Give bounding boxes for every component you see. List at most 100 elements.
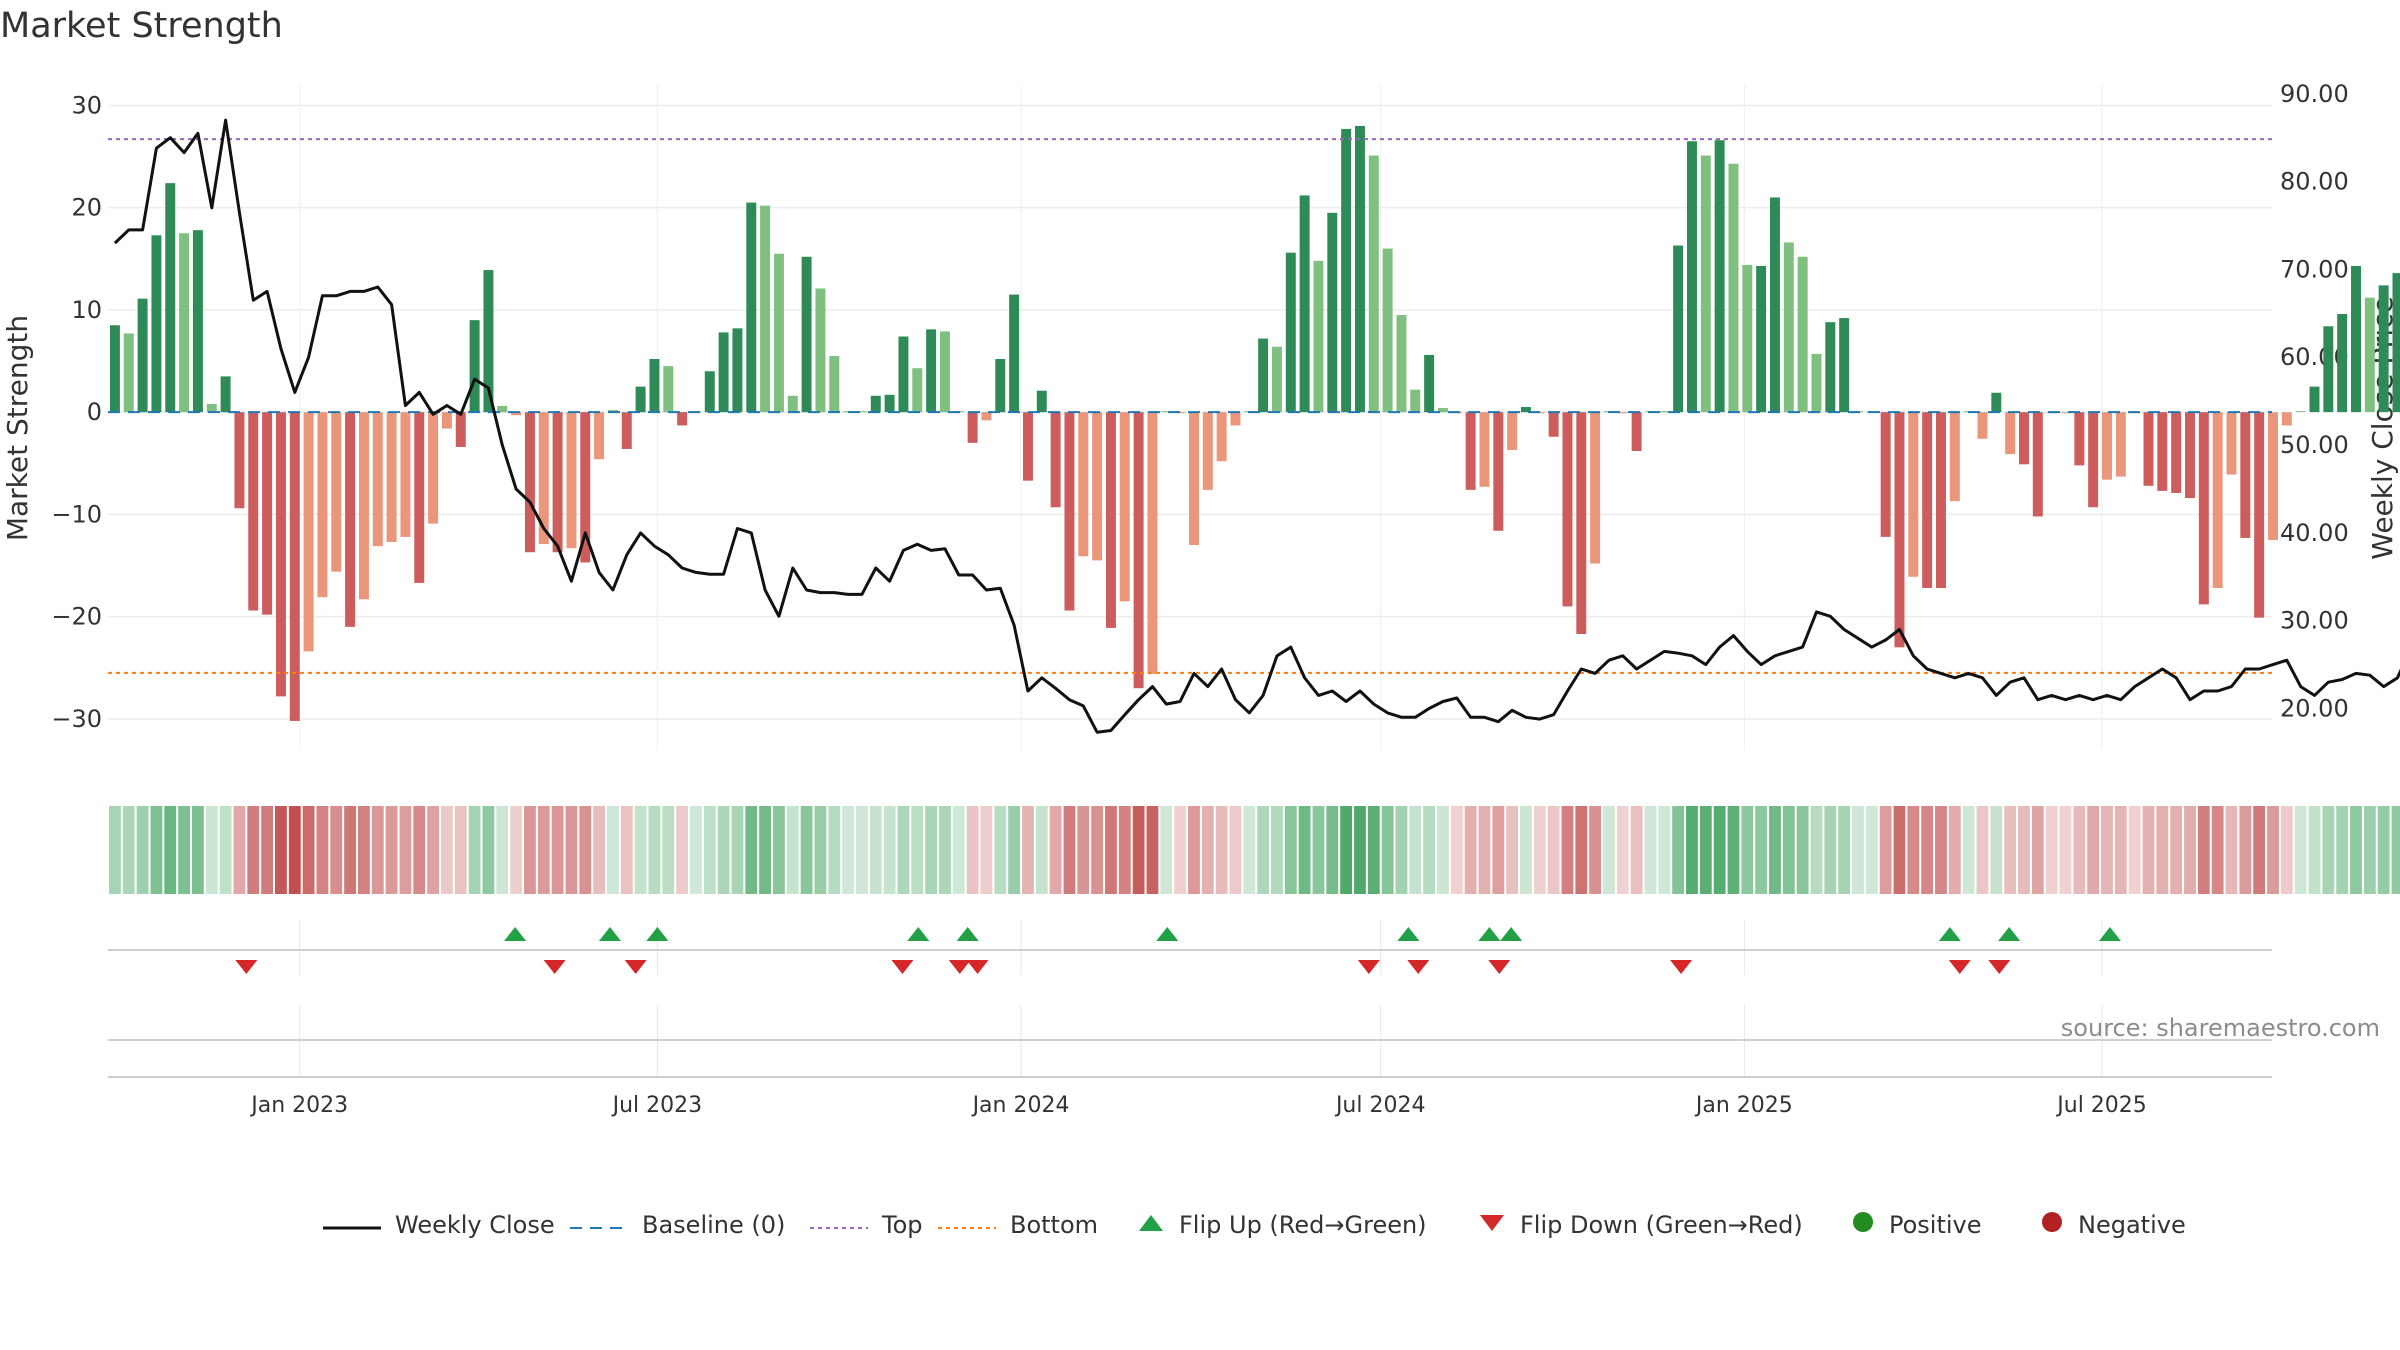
strength-bar: [275, 412, 286, 697]
strength-bar: [884, 394, 895, 413]
strength-bar: [2364, 297, 2375, 413]
strength-bar: [428, 412, 439, 524]
heat-strip-cell: [275, 806, 287, 894]
red-circle-icon: [2040, 1210, 2064, 1240]
heat-strip-cell: [1132, 806, 1145, 894]
heat-strip-cell: [1243, 806, 1256, 894]
heat-strip-cell: [1298, 806, 1311, 894]
heat-strip-cell: [620, 806, 633, 894]
heat-strip-cell: [952, 806, 965, 894]
flip-up-marker: [1500, 927, 1523, 941]
heat-strip-cell: [1727, 806, 1740, 894]
heat-strip-cell: [565, 806, 578, 894]
heat-strip-cell: [869, 806, 882, 894]
strength-bar: [1991, 392, 2002, 413]
legend-label: Negative: [2078, 1211, 2186, 1239]
heat-strip-cell: [1450, 806, 1463, 894]
heat-strip-cell: [1865, 806, 1878, 894]
flip-down-marker: [235, 960, 258, 974]
flip-up-marker: [504, 927, 527, 941]
heat-strip-cell: [1381, 806, 1394, 894]
y-axis-title: Market Strength: [1, 315, 34, 541]
heat-strip-cell: [1976, 806, 1989, 894]
heat-strip-cell: [1354, 806, 1366, 894]
heat-strip-cell: [1146, 806, 1159, 894]
flip-down-marker: [966, 960, 989, 974]
heat-strip-cell: [1063, 806, 1076, 894]
flip-up-marker: [1938, 927, 1961, 941]
strength-bar: [2212, 412, 2223, 589]
heat-strip-cell: [2087, 806, 2100, 894]
strength-bar: [2115, 412, 2126, 477]
heat-strip-cell: [2239, 806, 2252, 894]
strength-bar: [1064, 412, 1075, 611]
strength-bar: [746, 202, 757, 413]
heat-strip-cell: [2308, 806, 2321, 894]
heat-strip-cell: [164, 806, 177, 894]
strength-bar: [414, 412, 425, 583]
heat-strip-cell: [1340, 806, 1353, 894]
strength-bar: [441, 412, 452, 429]
strength-bar: [815, 288, 826, 413]
strength-bar: [1230, 412, 1241, 426]
heat-strip-cell: [247, 806, 260, 894]
heat-strip-cell: [441, 806, 453, 894]
heat-strip-cell: [925, 806, 938, 894]
heat-strip-cell: [178, 806, 191, 894]
strength-bar: [372, 412, 383, 547]
heat-strip-cell: [2128, 806, 2141, 894]
heat-strip-cell: [1423, 806, 1436, 894]
heat-strip-cell: [2350, 806, 2362, 894]
dot-line-orange-icon: [938, 1211, 996, 1239]
heat-strip-cell: [1589, 806, 1602, 894]
heat-strip-cell: [2045, 806, 2058, 894]
heat-strip-cell: [385, 806, 398, 894]
strength-bar: [2185, 412, 2195, 499]
heat-strip-cell: [1547, 806, 1560, 894]
y-tick-label: 20: [71, 194, 102, 222]
solid-line-icon: [323, 1211, 381, 1239]
strength-bar: [718, 332, 729, 413]
heat-strip-cell: [109, 806, 121, 894]
heat-strip-cell: [122, 806, 135, 894]
x-tick-label: Jan 2024: [971, 1093, 1070, 1118]
heat-strip-cell: [1437, 806, 1449, 894]
strength-bar: [1022, 412, 1033, 481]
strength-bar: [1949, 412, 1960, 502]
heat-strip-cell: [1658, 806, 1671, 894]
heat-strip-cell: [1464, 806, 1477, 894]
strength-bar: [511, 412, 522, 416]
strength-bar: [206, 403, 217, 413]
heat-strip-cell: [551, 806, 564, 894]
heat-strip-cell: [1575, 806, 1588, 894]
heat-strip-cell: [1395, 806, 1408, 894]
strength-bar: [1313, 260, 1324, 413]
heat-strip-cell: [1713, 806, 1726, 894]
strength-bar: [1576, 412, 1587, 635]
heat-strip-cell: [288, 806, 301, 894]
heat-strip-cell: [1630, 806, 1643, 894]
heat-strip-cell: [2031, 806, 2044, 894]
legend-label: Flip Down (Green→Red): [1520, 1211, 1803, 1239]
heat-strip-cell: [1284, 806, 1297, 894]
strength-bar: [1119, 412, 1130, 602]
strength-bar: [1922, 412, 1933, 589]
heat-strip-cell: [454, 806, 467, 894]
heat-strip-cell: [1699, 806, 1712, 894]
y-tick-label: 10: [71, 296, 102, 324]
heat-strip-cell: [690, 806, 702, 894]
y-tick-label: 30: [71, 91, 102, 119]
strength-bar: [303, 412, 314, 652]
strength-bar: [2032, 412, 2043, 517]
strength-bar: [1258, 338, 1269, 413]
strength-bar: [912, 368, 923, 413]
heat-strip-cell: [1105, 806, 1117, 894]
flip-down-marker: [1357, 960, 1380, 974]
heat-strip-cell: [814, 806, 827, 894]
strength-bar: [2226, 412, 2237, 475]
flip-down-marker: [891, 960, 914, 974]
heat-strip-cell: [427, 806, 440, 894]
heat-strip-cell: [1672, 806, 1685, 894]
strength-bar: [317, 412, 328, 598]
